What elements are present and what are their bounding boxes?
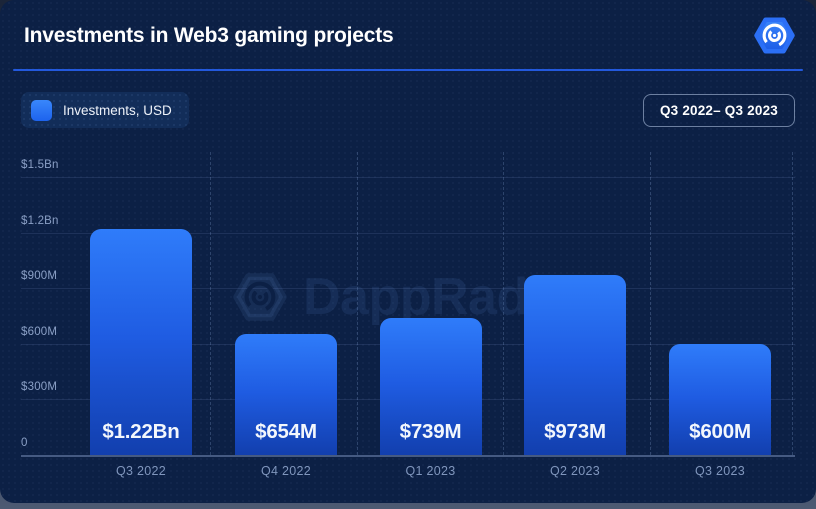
legend-swatch [31, 99, 52, 121]
dappradar-watermark-icon [233, 273, 287, 321]
v-gridline [357, 152, 358, 455]
x-tick-label: Q2 2023 [549, 464, 601, 478]
header-divider [13, 69, 803, 71]
dappradar-logo-icon [754, 17, 795, 54]
bar-value-label: $600M [689, 419, 751, 443]
v-gridline [650, 152, 651, 455]
y-tick-label: $900M [21, 270, 58, 283]
x-tick-label: Q3 2022 [115, 464, 167, 478]
x-tick-label: Q4 2022 [260, 464, 312, 478]
bar-value-label: $739M [399, 419, 462, 443]
x-tick-label: Q3 2023 [694, 464, 746, 478]
bar-value-label: $1.22Bn [102, 419, 180, 443]
date-range-badge[interactable]: Q3 2022– Q3 2023 [642, 94, 795, 127]
legend-label: Investments, USD [63, 102, 172, 118]
legend-chip[interactable]: Investments, USD [21, 92, 189, 128]
date-range-label: Q3 2022– Q3 2023 [659, 103, 778, 118]
bar-q2-2023: $973M [524, 274, 626, 455]
v-gridline [502, 152, 504, 455]
y-gridline [21, 288, 795, 290]
bar-value-label: $654M [255, 419, 317, 443]
y-gridline [21, 455, 795, 457]
bar-value-label: $973M [544, 419, 606, 443]
bar-q4-2022: $654M [235, 333, 337, 455]
y-tick-label: $1.5Bn [21, 159, 59, 171]
y-tick-label: 0 [21, 437, 28, 449]
x-tick-label: Q1 2023 [405, 464, 456, 478]
y-tick-label: $600M [21, 325, 58, 338]
bar-q3-2023: $600M [669, 343, 771, 455]
page-title: Investments in Web3 gaming projects [24, 24, 394, 47]
bar-q3-2022: $1.22Bn [90, 228, 192, 455]
y-gridline [21, 232, 795, 234]
y-gridline [21, 177, 795, 178]
v-gridline [792, 152, 793, 455]
bar-q1-2023: $739M [379, 318, 482, 455]
v-gridline [210, 152, 211, 455]
y-tick-label: $300M [21, 381, 58, 394]
y-tick-label: $1.2Bn [21, 214, 59, 227]
